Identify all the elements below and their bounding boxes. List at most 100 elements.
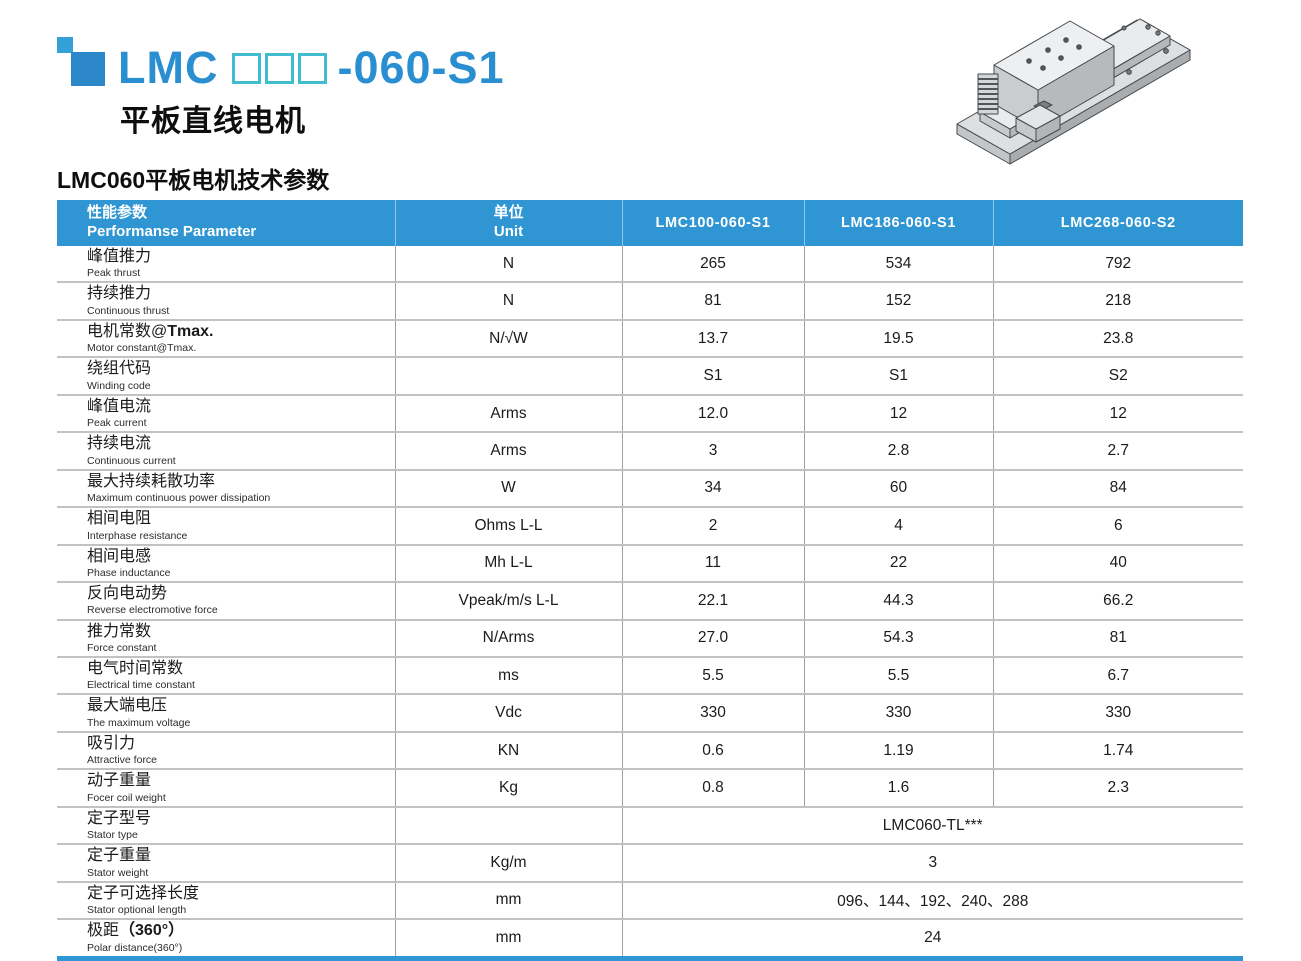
unit-cell: Arms — [394, 394, 622, 434]
table-row: 相间电感 Phase inductance Mh L-L 11 22 40 — [57, 544, 1243, 584]
unit-cell: ms — [394, 656, 622, 696]
unit-cell: N/√W — [394, 319, 622, 359]
param-cell: 推力常数 Force constant — [57, 619, 395, 658]
value-cell: 3 — [621, 432, 804, 471]
table-row: 动子重量 Focer coil weight Kg 0.8 1.6 2.3 — [57, 769, 1243, 808]
unit-cell: Arms — [394, 432, 622, 471]
value-cell: 84 — [992, 469, 1243, 509]
merged-value-cell: 24 — [621, 919, 1243, 956]
unit-cell: W — [394, 469, 622, 509]
table-row: 推力常数 Force constant N/Arms 27.0 54.3 81 — [57, 619, 1243, 658]
param-cell: 定子重量 Stator weight — [57, 844, 395, 883]
param-en: Reverse electromotive force — [87, 604, 218, 617]
unit-cell: Kg/m — [394, 844, 622, 883]
value-cell: 22 — [803, 544, 993, 584]
header-model-2: LMC186-060-S1 — [803, 200, 993, 246]
param-zh: 峰值电流 — [87, 397, 152, 415]
param-zh: 最大持续耗散功率 — [87, 472, 216, 490]
table-row: 极距（360°） Polar distance(360°) mm 24 — [57, 919, 1243, 956]
unit-cell: mm — [394, 919, 622, 956]
param-zh: 电机常数@ — [87, 322, 168, 340]
table-row: 绕组代码 Winding code S1 S1 S2 — [57, 357, 1243, 396]
param-zh: 绕组代码 — [87, 360, 152, 378]
value-cell: 534 — [803, 246, 993, 284]
value-cell: 13.7 — [621, 319, 804, 359]
param-en: Maximum continuous power dissipation — [87, 492, 271, 505]
value-cell: S2 — [992, 357, 1243, 396]
header-unit: 单位 Unit — [394, 200, 622, 246]
header-unit-zh: 单位 — [493, 204, 524, 222]
param-cell: 峰值电流 Peak current — [57, 394, 395, 434]
value-cell: 27.0 — [621, 619, 804, 658]
value-cell: 2.7 — [992, 432, 1243, 471]
section-heading: LMC060平板电机技术参数 — [57, 167, 330, 193]
value-cell: 1.74 — [992, 731, 1243, 771]
param-zh: 动子重量 — [87, 772, 152, 790]
param-en: Polar distance(360°) — [87, 941, 183, 954]
param-en: Focer coil weight — [87, 791, 166, 804]
value-cell: 6.7 — [992, 656, 1243, 696]
param-en: Peak current — [87, 417, 147, 430]
unit-cell: Vdc — [394, 694, 622, 733]
value-cell: S1 — [803, 357, 993, 396]
value-cell: 66.2 — [992, 582, 1243, 621]
table-row: 持续推力 Continuous thrust N 81 152 218 — [57, 282, 1243, 321]
param-zh: 持续推力 — [87, 285, 152, 303]
value-cell: 0.6 — [621, 731, 804, 771]
unit-cell: Vpeak/m/s L-L — [394, 582, 622, 621]
value-cell: 4 — [803, 507, 993, 546]
param-cell: 持续推力 Continuous thrust — [57, 282, 395, 321]
value-cell: 152 — [803, 282, 993, 321]
table-row: 定子型号 Stator type LMC060-TL*** — [57, 806, 1243, 846]
value-cell: 12 — [803, 394, 993, 434]
value-cell: 2.8 — [803, 432, 993, 471]
model-placeholder-square — [298, 52, 328, 84]
value-cell: 330 — [621, 694, 804, 733]
param-zh: 推力常数 — [87, 622, 152, 640]
param-cell: 最大端电压 The maximum voltage — [57, 694, 395, 733]
header-model-3: LMC268-060-S2 — [992, 200, 1243, 246]
param-zh: 吸引力 — [87, 734, 136, 752]
param-en: Attractive force — [87, 754, 158, 767]
param-zh: 定子可选择长度 — [87, 884, 200, 902]
table-row: 持续电流 Continuous current Arms 3 2.8 2.7 — [57, 432, 1243, 471]
value-cell: 0.8 — [621, 769, 804, 808]
header-param-en: Performanse Parameter — [87, 223, 257, 240]
unit-cell: Mh L-L — [394, 544, 622, 584]
param-en: Winding code — [87, 379, 151, 392]
merged-value-cell: 3 — [621, 844, 1243, 883]
param-zh: 定子型号 — [87, 809, 152, 827]
datasheet-page: LMC -060-S1 平板直线电机 LMC060平板电机技术参数 — [57, 18, 1243, 961]
value-cell: 5.5 — [803, 656, 993, 696]
unit-cell: N/Arms — [394, 619, 622, 658]
value-cell: 792 — [992, 246, 1243, 284]
value-cell: 1.19 — [803, 731, 993, 771]
value-cell: 44.3 — [803, 582, 993, 621]
header-performance-parameter: 性能参数 Performanse Parameter — [57, 200, 395, 246]
value-cell: 265 — [621, 246, 804, 284]
header-model-1: LMC100-060-S1 — [621, 200, 804, 246]
value-cell: 19.5 — [803, 319, 993, 359]
param-cell: 相间电感 Phase inductance — [57, 544, 395, 584]
value-cell: 11 — [621, 544, 804, 584]
param-zh: 电气时间常数 — [87, 659, 184, 677]
param-cell: 反向电动势 Reverse electromotive force — [57, 582, 395, 621]
table-row: 电机常数@Tmax. Motor constant@Tmax. N/√W 13.7… — [57, 319, 1243, 359]
param-zh-bold: Tmax. — [167, 322, 214, 340]
param-en: Continuous current — [87, 454, 176, 467]
value-cell: 330 — [803, 694, 993, 733]
param-zh: 定子重量 — [87, 847, 152, 865]
param-cell: 电机常数@Tmax. Motor constant@Tmax. — [57, 319, 395, 359]
spec-table: 性能参数 Performanse Parameter 单位 Unit LMC10… — [57, 200, 1243, 956]
value-cell: 330 — [992, 694, 1243, 733]
model-placeholder-square — [232, 52, 262, 84]
spec-table-container: 性能参数 Performanse Parameter 单位 Unit LMC10… — [57, 200, 1243, 961]
param-zh: 相间电感 — [87, 547, 152, 565]
table-row: 吸引力 Attractive force KN 0.6 1.19 1.74 — [57, 731, 1243, 771]
param-en: Stator optional length — [87, 904, 187, 917]
unit-cell: mm — [394, 881, 622, 921]
value-cell: 218 — [992, 282, 1243, 321]
param-cell: 定子型号 Stator type — [57, 806, 395, 846]
value-cell: 5.5 — [621, 656, 804, 696]
header-unit-en: Unit — [493, 223, 524, 240]
